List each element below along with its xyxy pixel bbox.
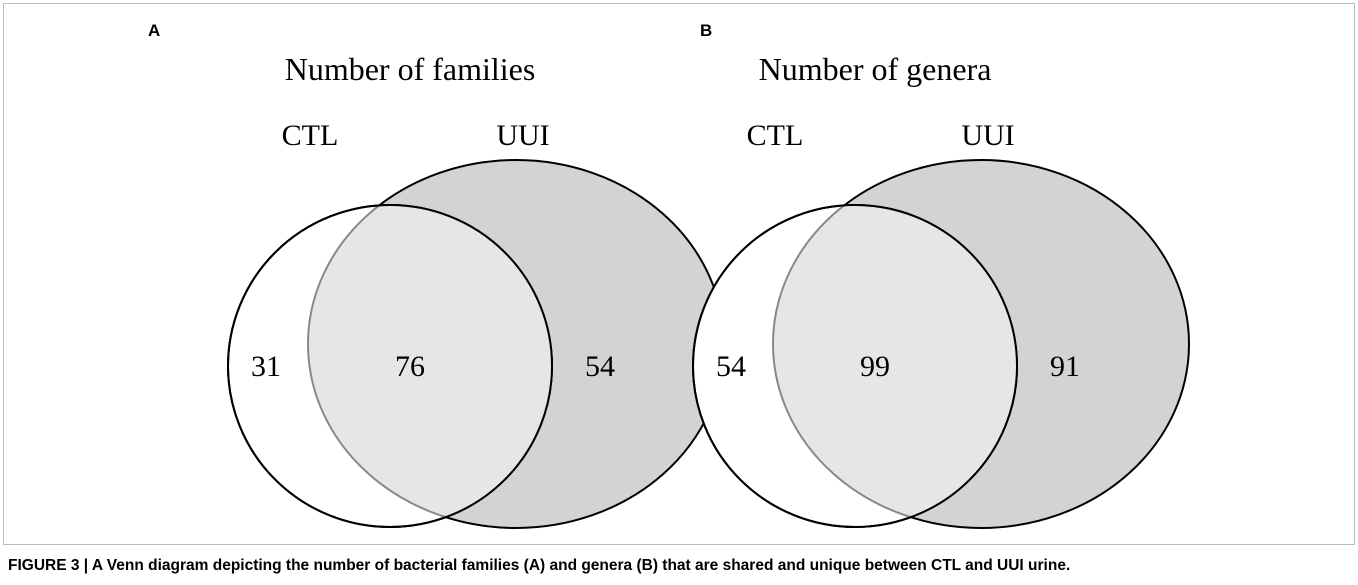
count-label: 91 <box>1050 350 1080 383</box>
panel-title: Number of families <box>285 51 536 87</box>
set-label: UUI <box>961 119 1014 152</box>
venn-panel: B Number of genera CTL UUI 54 99 91 <box>692 21 1190 529</box>
set-label: CTL <box>747 119 804 152</box>
count-label: 54 <box>716 350 746 383</box>
count-label: 76 <box>395 350 425 383</box>
panel-label: B <box>700 21 712 40</box>
count-label: 54 <box>585 350 615 383</box>
figure-frame <box>3 3 1355 545</box>
intersection <box>772 205 1017 527</box>
panel-title: Number of genera <box>759 51 992 87</box>
set-label: UUI <box>496 119 549 152</box>
set-outline <box>227 204 553 528</box>
count-label: 31 <box>251 350 281 383</box>
caption: FIGURE 3 | A Venn diagram depicting the … <box>8 557 1070 574</box>
intersection <box>307 205 552 527</box>
set-label: CTL <box>282 119 339 152</box>
count-label: 99 <box>860 350 890 383</box>
venn-panel: A Number of families CTL UUI 31 76 54 <box>148 21 725 529</box>
set-outline <box>692 204 1018 528</box>
panel-label: A <box>148 21 160 40</box>
